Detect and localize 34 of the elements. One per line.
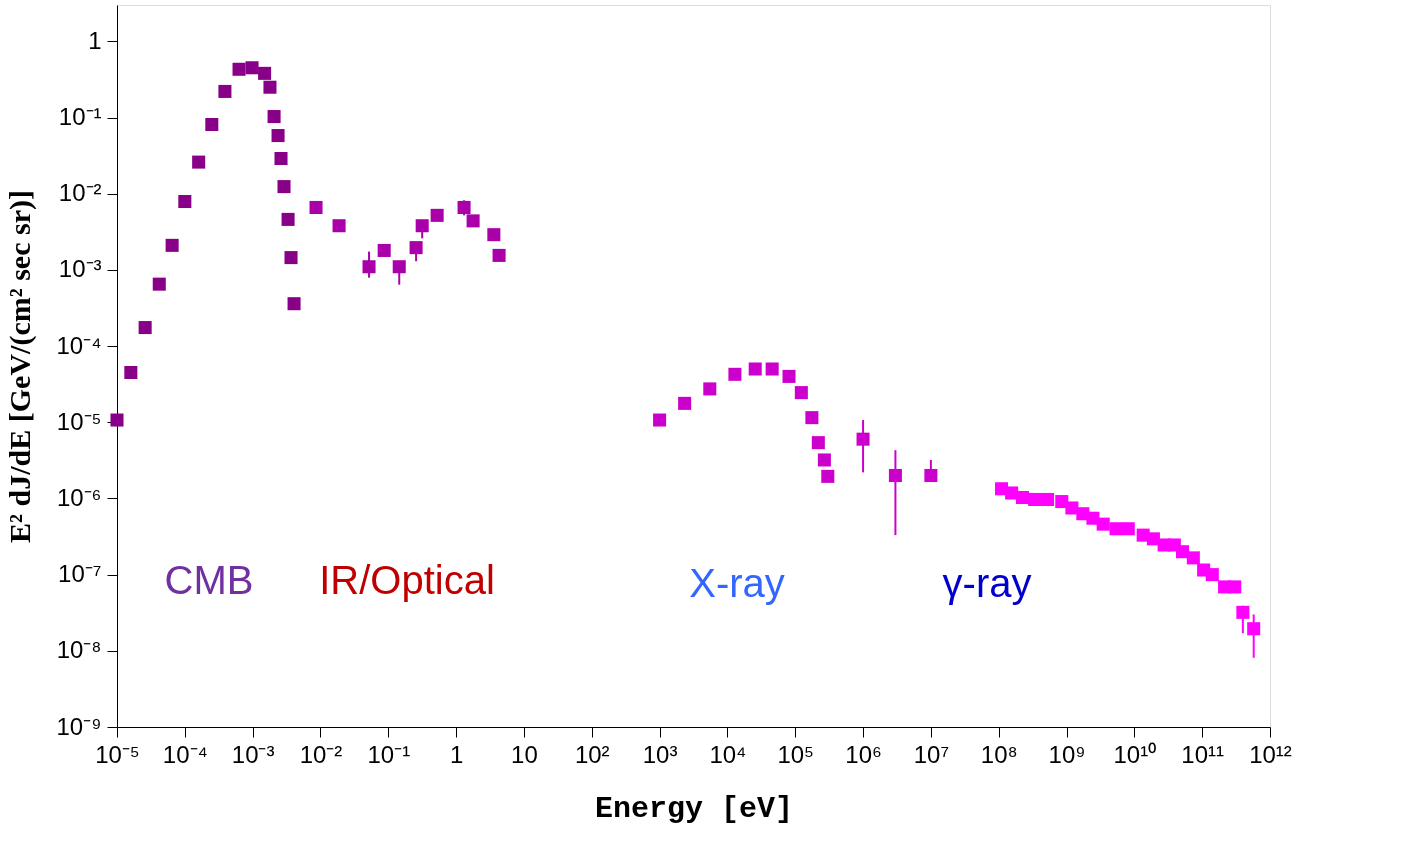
- y-tick-label: 10⁻⁶: [56, 483, 102, 511]
- y-tick-label: 10⁻⁵: [56, 407, 102, 435]
- y-tick-label: 10⁻⁸: [56, 636, 102, 664]
- x-tick-label: 10⁻⁵: [95, 740, 140, 768]
- x-tick-label: 10⁻⁴: [162, 740, 208, 768]
- x-tick-label: 10⁻²: [299, 740, 343, 768]
- x-tick-label: 10⁵: [777, 740, 815, 768]
- y-axis-title: E² dJ/dE [GeV/(cm² sec sr)]: [3, 190, 38, 543]
- x-tick-label: 10⁻³: [231, 740, 275, 768]
- x-tick-label: 10⁸: [980, 740, 1018, 768]
- x-tick-label: 10⁴: [709, 740, 747, 768]
- x-tick-label: 10³: [642, 740, 678, 768]
- y-tick-label: 10⁻⁷: [58, 560, 102, 588]
- y-tick-label: 10⁻²: [58, 179, 102, 207]
- x-tick-label: 10⁹: [1048, 740, 1086, 768]
- x-tick-label: 1: [449, 740, 464, 768]
- y-tick-label: 10⁻¹: [58, 103, 102, 131]
- x-tick-label: 10: [511, 740, 538, 768]
- x-tick-label: 10¹²: [1249, 740, 1292, 768]
- y-tick-label: 10⁻⁴: [56, 331, 102, 359]
- x-tick-label: 10⁶: [845, 740, 882, 768]
- y-tick-label: 10⁻³: [58, 255, 102, 283]
- annotation: γ-ray: [942, 561, 1032, 605]
- x-tick-label: 10²: [574, 740, 610, 768]
- x-tick-label: 10¹⁰: [1113, 740, 1157, 768]
- x-axis-title: Energy [eV]: [594, 791, 794, 826]
- y-tick-label: 1: [88, 26, 102, 54]
- x-tick-label: 10⁻¹: [367, 740, 411, 768]
- x-tick-label: 10⁷: [913, 740, 950, 768]
- annotation: IR/Optical: [319, 558, 495, 602]
- annotation: X-ray: [689, 561, 785, 605]
- x-tick-label: 10¹¹: [1181, 740, 1225, 768]
- y-tick-label: 10⁻⁹: [56, 712, 102, 740]
- annotation: CMB: [164, 558, 254, 602]
